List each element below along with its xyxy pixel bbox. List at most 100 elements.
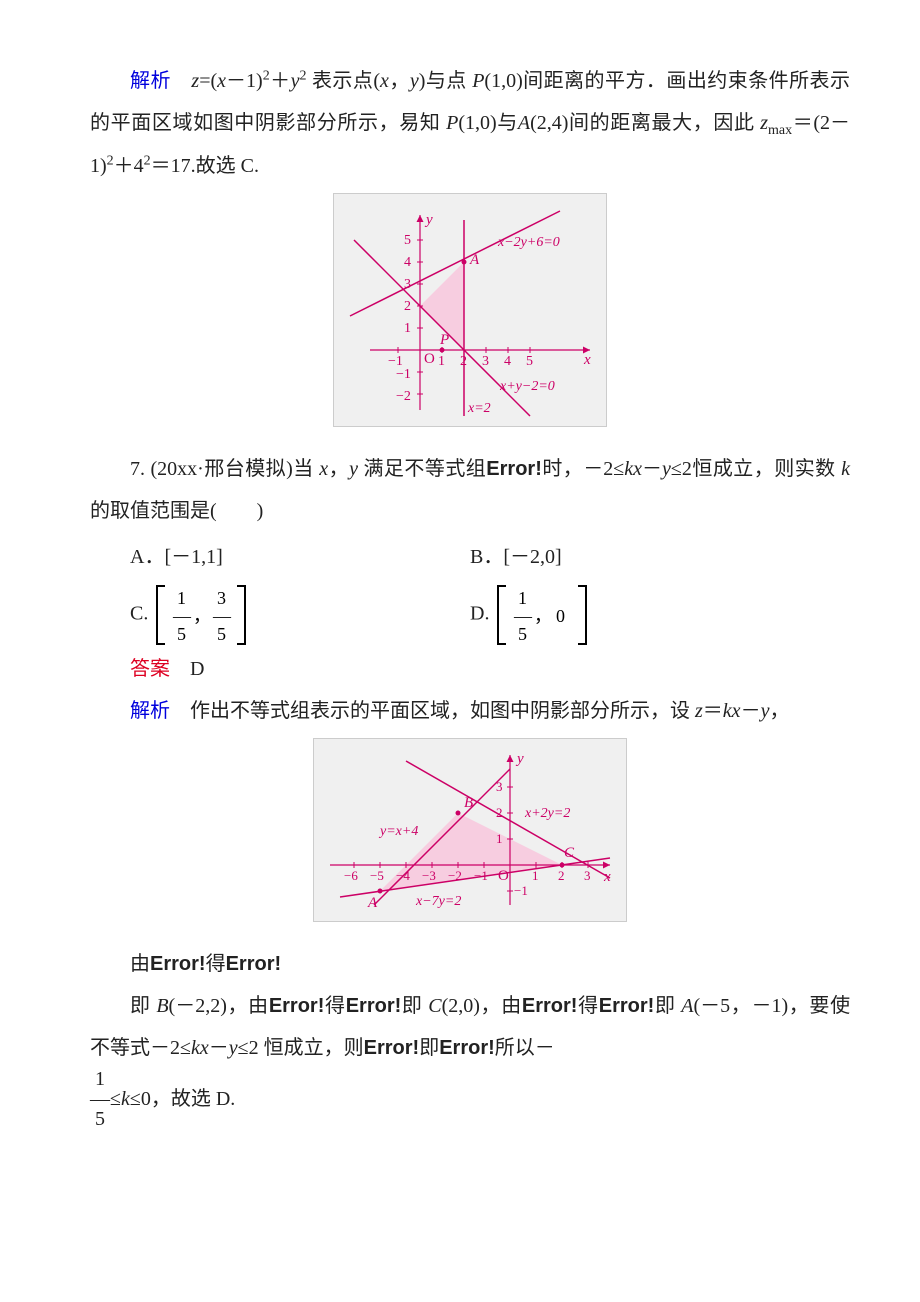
var-k: k — [121, 1078, 130, 1120]
txt: － — [642, 458, 662, 480]
bracket-icon: 1 — 5 ， 0 — [494, 582, 604, 648]
error-placeholder: Error! — [439, 1037, 495, 1059]
var-y: y — [291, 70, 300, 92]
svg-text:O: O — [424, 351, 435, 367]
var-A: A — [518, 112, 530, 134]
svg-text:−4: −4 — [396, 868, 410, 883]
error-placeholder: Error! — [599, 995, 655, 1017]
var-z: z — [760, 112, 768, 134]
txt: ＋4 — [114, 155, 144, 177]
txt: ≤ — [110, 1078, 121, 1120]
answer-label: 答案 — [130, 658, 170, 680]
txt: ， — [328, 458, 349, 480]
sup: 2 — [107, 154, 114, 169]
question-7: 7. (20xx·邢台模拟)当 x，y 满足不等式组Error!时，－2≤kx－… — [90, 448, 850, 532]
txt: 所以－ — [495, 1037, 555, 1059]
txt: )与点 — [419, 70, 472, 92]
var-P: P — [446, 112, 458, 134]
figure-1: y x P A O 5 4 3 2 1 −1 −2 −1 1 2 3 4 5 — [333, 193, 607, 427]
q7-lead: 7. (20xx·邢台模拟)当 — [130, 458, 319, 480]
txt: (－2,2)，由 — [169, 995, 269, 1017]
txt: 即 — [654, 995, 681, 1017]
figure-1-container: y x P A O 5 4 3 2 1 −1 −2 −1 1 2 3 4 5 — [90, 193, 850, 442]
svg-text:−1: −1 — [396, 367, 411, 382]
tail-line-1: 由Error!得Error! — [90, 943, 850, 985]
svg-text:2: 2 — [558, 868, 565, 883]
svg-text:2: 2 — [496, 805, 503, 820]
svg-text:—: — — [172, 606, 192, 626]
svg-text:−2: −2 — [448, 868, 462, 883]
svg-text:−1: −1 — [514, 883, 528, 898]
svg-text:−2: −2 — [396, 389, 411, 404]
var-y: y — [349, 458, 358, 480]
opt-d-lead: D. — [470, 603, 489, 625]
frac-den: 5 — [90, 1109, 110, 1129]
options-row-1: A．[－1,1] B．[－2,0] — [90, 532, 850, 578]
svg-text:1: 1 — [496, 831, 503, 846]
svg-text:1: 1 — [177, 588, 186, 608]
solution-7-paragraph: 解析 作出不等式组表示的平面区域，如图中阴影部分所示，设 z＝kx－y， — [90, 690, 850, 732]
txt: 表示点( — [307, 70, 380, 92]
svg-text:5: 5 — [526, 354, 533, 369]
svg-text:x+2y=2: x+2y=2 — [524, 806, 570, 821]
svg-text:B: B — [464, 795, 473, 811]
sup: 2 — [144, 154, 151, 169]
sup: 2 — [263, 68, 270, 83]
txt: 即 — [419, 1037, 439, 1059]
svg-text:—: — — [212, 606, 232, 626]
svg-text:−6: −6 — [344, 868, 358, 883]
svg-text:−5: −5 — [370, 868, 384, 883]
svg-text:P: P — [439, 332, 449, 348]
svg-text:−1: −1 — [388, 354, 403, 369]
var-z: z — [695, 700, 703, 722]
svg-text:2: 2 — [460, 354, 467, 369]
error-placeholder: Error! — [364, 1037, 420, 1059]
var-P: P — [472, 70, 484, 92]
var-B: B — [156, 995, 168, 1017]
sup: 2 — [300, 68, 307, 83]
svg-text:4: 4 — [404, 255, 411, 270]
figure-2-container: y x A B C O 3 2 1 −1 −6 −5 −4 −3 −2 −1 1… — [90, 738, 850, 937]
txt: ， — [769, 700, 789, 722]
txt: 的取值范围是( ) — [90, 500, 263, 522]
txt: (2,0)，由 — [442, 995, 522, 1017]
fraction-one-fifth: 1 — 5 — [90, 1069, 110, 1129]
var-C: C — [428, 995, 441, 1017]
svg-text:−3: −3 — [422, 868, 436, 883]
txt: － — [741, 700, 761, 722]
txt: 时，－2≤ — [542, 458, 624, 480]
svg-text:3: 3 — [404, 277, 411, 292]
txt: 得 — [577, 995, 598, 1017]
error-placeholder: Error! — [269, 995, 325, 1017]
bracket-icon: 1 — 5 ， 3 — 5 — [153, 582, 263, 648]
svg-text:5: 5 — [518, 624, 527, 644]
figure-2: y x A B C O 3 2 1 −1 −6 −5 −4 −3 −2 −1 1… — [313, 738, 627, 922]
svg-text:x: x — [583, 352, 591, 368]
svg-text:1: 1 — [518, 588, 527, 608]
var-kx: kx — [191, 1037, 209, 1059]
txt: ＝ — [703, 700, 723, 722]
svg-text:2: 2 — [404, 299, 411, 314]
svg-text:A: A — [367, 895, 378, 911]
svg-text:5: 5 — [217, 624, 226, 644]
txt: ＋ — [270, 70, 291, 92]
svg-text:5: 5 — [404, 233, 411, 248]
svg-text:1: 1 — [532, 868, 539, 883]
txt: 作出不等式组表示的平面区域，如图中阴影部分所示，设 — [190, 700, 695, 722]
var-y: y — [662, 458, 671, 480]
txt: 即 — [401, 995, 428, 1017]
svg-text:x: x — [603, 869, 611, 885]
svg-text:，: ， — [534, 606, 552, 626]
svg-text:1: 1 — [404, 321, 411, 336]
var-y: y — [229, 1037, 238, 1059]
svg-text:0: 0 — [556, 606, 565, 626]
svg-text:4: 4 — [504, 354, 511, 369]
txt: ， — [389, 70, 410, 92]
txt: =( — [199, 70, 217, 92]
svg-text:3: 3 — [482, 354, 489, 369]
solution-label: 解析 — [130, 700, 170, 722]
tail-line-2: 即 B(－2,2)，由Error!得Error!即 C(2,0)，由Error!… — [90, 985, 850, 1069]
var-x: x — [380, 70, 389, 92]
frac-num: 1 — [90, 1069, 110, 1089]
options-row-2: C. 1 — 5 ， 3 — 5 D. 1 — 5 ， 0 — [90, 578, 850, 648]
